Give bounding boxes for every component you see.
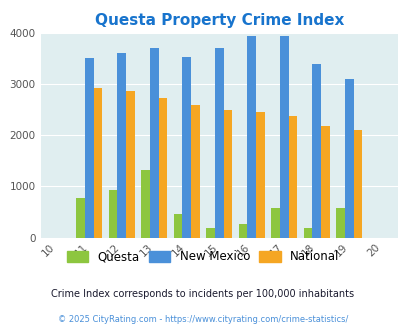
Bar: [223, 110, 232, 238]
Bar: [191, 105, 199, 238]
Bar: [311, 64, 320, 238]
Bar: [303, 228, 311, 238]
Bar: [149, 49, 158, 238]
Bar: [247, 36, 256, 238]
Bar: [353, 130, 361, 238]
Bar: [109, 190, 117, 238]
Bar: [320, 126, 329, 238]
Bar: [344, 79, 353, 238]
Bar: [85, 58, 94, 238]
Bar: [335, 208, 344, 238]
Bar: [182, 56, 191, 238]
Bar: [126, 91, 134, 238]
Text: Crime Index corresponds to incidents per 100,000 inhabitants: Crime Index corresponds to incidents per…: [51, 289, 354, 299]
Bar: [173, 214, 182, 238]
Legend: Questa, New Mexico, National: Questa, New Mexico, National: [63, 247, 342, 267]
Bar: [158, 98, 167, 238]
Bar: [256, 112, 264, 238]
Bar: [117, 53, 126, 238]
Bar: [206, 228, 214, 238]
Bar: [279, 36, 288, 238]
Bar: [141, 170, 149, 238]
Bar: [214, 49, 223, 238]
Bar: [94, 88, 102, 238]
Bar: [288, 116, 296, 238]
Text: © 2025 CityRating.com - https://www.cityrating.com/crime-statistics/: © 2025 CityRating.com - https://www.city…: [58, 315, 347, 324]
Title: Questa Property Crime Index: Questa Property Crime Index: [94, 13, 343, 28]
Bar: [238, 224, 247, 238]
Bar: [76, 198, 85, 238]
Bar: [271, 209, 279, 238]
